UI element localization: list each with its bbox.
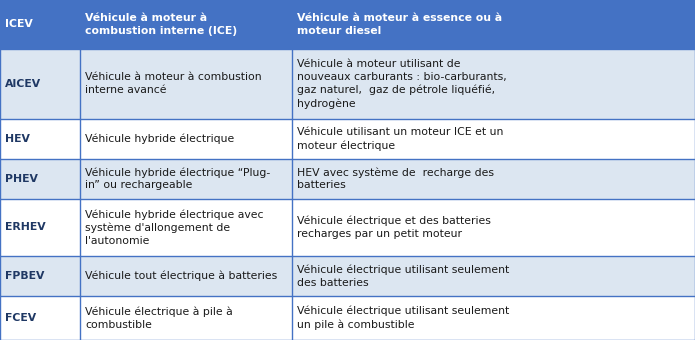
Text: Véhicule électrique et des batteries
recharges par un petit moteur: Véhicule électrique et des batteries rec… xyxy=(297,216,491,239)
Bar xyxy=(80,119,292,159)
Text: PHEV: PHEV xyxy=(5,174,38,184)
Bar xyxy=(80,296,292,340)
Bar xyxy=(292,199,695,256)
Text: Véhicule électrique à pile à
combustible: Véhicule électrique à pile à combustible xyxy=(85,306,233,329)
Text: ERHEV: ERHEV xyxy=(5,222,46,233)
Bar xyxy=(0,119,80,159)
Text: Véhicule à moteur à combustion
interne avancé: Véhicule à moteur à combustion interne a… xyxy=(85,72,261,95)
Bar xyxy=(0,49,80,119)
Bar xyxy=(292,0,695,49)
Bar xyxy=(80,49,292,119)
Text: HEV: HEV xyxy=(5,134,30,144)
Bar xyxy=(292,296,695,340)
Bar xyxy=(292,49,695,119)
Bar xyxy=(292,256,695,296)
Text: Véhicule utilisant un moteur ICE et un
moteur électrique: Véhicule utilisant un moteur ICE et un m… xyxy=(297,128,503,151)
Text: Véhicule à moteur à essence ou à
moteur diesel: Véhicule à moteur à essence ou à moteur … xyxy=(297,13,502,36)
Bar xyxy=(0,159,80,199)
Text: FCEV: FCEV xyxy=(5,313,36,323)
Text: Véhicule électrique utilisant seulement
un pile à combustible: Véhicule électrique utilisant seulement … xyxy=(297,306,509,330)
Bar xyxy=(292,159,695,199)
Bar xyxy=(80,256,292,296)
Text: FPBEV: FPBEV xyxy=(5,271,44,281)
Bar xyxy=(0,256,80,296)
Text: ICEV: ICEV xyxy=(5,19,33,29)
Text: Véhicule à moteur utilisant de
nouveaux carburants : bio-carburants,
gaz naturel: Véhicule à moteur utilisant de nouveaux … xyxy=(297,59,507,109)
Bar xyxy=(80,199,292,256)
Text: AICEV: AICEV xyxy=(5,79,41,89)
Text: Véhicule tout électrique à batteries: Véhicule tout électrique à batteries xyxy=(85,271,277,281)
Text: Véhicule hybride électrique avec
système d'allongement de
l'autonomie: Véhicule hybride électrique avec système… xyxy=(85,209,263,246)
Text: Véhicule à moteur à
combustion interne (ICE): Véhicule à moteur à combustion interne (… xyxy=(85,13,237,36)
Text: HEV avec système de  recharge des
batteries: HEV avec système de recharge des batteri… xyxy=(297,167,494,190)
Bar xyxy=(80,159,292,199)
Text: Véhicule hybride électrique “Plug-
in” ou rechargeable: Véhicule hybride électrique “Plug- in” o… xyxy=(85,167,270,190)
Bar xyxy=(80,0,292,49)
Bar xyxy=(0,296,80,340)
Bar xyxy=(0,199,80,256)
Bar xyxy=(0,0,80,49)
Text: Véhicule électrique utilisant seulement
des batteries: Véhicule électrique utilisant seulement … xyxy=(297,264,509,288)
Bar xyxy=(292,119,695,159)
Text: Véhicule hybride électrique: Véhicule hybride électrique xyxy=(85,134,234,144)
